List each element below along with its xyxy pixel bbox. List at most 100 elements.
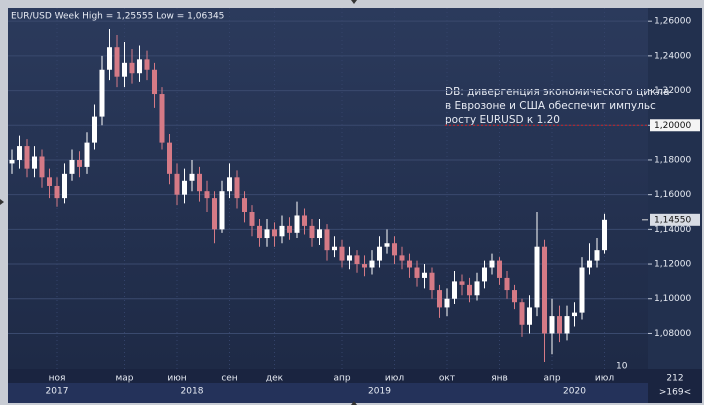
candle-body xyxy=(572,312,577,317)
candle-body xyxy=(287,225,292,233)
candle-body xyxy=(257,225,262,239)
x-tick-label: янв xyxy=(491,374,508,384)
candle-body xyxy=(159,94,165,143)
y-tick-label: 1,08000 xyxy=(654,329,691,339)
candle-body xyxy=(444,298,450,308)
candle-body xyxy=(377,246,382,261)
last-price-box xyxy=(650,213,700,226)
candle-body xyxy=(549,316,555,334)
candle-body xyxy=(369,260,375,268)
x-tick-label: июн xyxy=(167,374,186,384)
candle-body xyxy=(24,146,30,169)
x-tick-label: дек xyxy=(266,374,284,384)
candle-body xyxy=(564,316,570,334)
candle-body xyxy=(437,290,442,308)
year-label: 2018 xyxy=(181,387,204,397)
candle-body xyxy=(47,177,52,186)
candle-body xyxy=(407,260,412,268)
candle-body xyxy=(144,59,150,70)
candle-body xyxy=(137,59,142,74)
candle-body xyxy=(249,212,255,226)
candle-body xyxy=(32,156,37,169)
x-tick-label: июл xyxy=(385,374,404,384)
y-tick-label: 1,24000 xyxy=(654,51,691,61)
candle-body xyxy=(339,246,345,261)
candle-body xyxy=(17,146,22,160)
candle-body xyxy=(302,215,307,226)
y-tick-label: 1,18000 xyxy=(654,155,691,165)
reference-box xyxy=(650,119,700,132)
x-tick-label: сен xyxy=(221,374,237,384)
candle-body xyxy=(392,243,397,256)
zoom-label[interactable]: >169< xyxy=(659,388,691,398)
candle-body xyxy=(362,264,367,268)
x-tick-label: июл xyxy=(595,374,614,384)
candle-body xyxy=(602,219,607,251)
handle[interactable] xyxy=(351,0,357,4)
candle-body xyxy=(182,180,187,195)
candle-body xyxy=(152,69,157,95)
candle-body xyxy=(557,316,562,334)
annotation-line: в Еврозоне и США обеспечит импульс xyxy=(445,100,656,112)
candle-body xyxy=(384,243,390,247)
candle-body xyxy=(534,246,540,308)
candle-body xyxy=(264,229,270,239)
candle-body xyxy=(212,198,217,230)
x-tick-label: ноя xyxy=(49,374,66,384)
candle-body xyxy=(347,255,352,261)
candle-body xyxy=(474,281,480,296)
count-label: 212 xyxy=(666,374,683,384)
corner xyxy=(648,369,702,403)
candle-body xyxy=(279,225,285,237)
candle-body xyxy=(512,290,517,303)
year-strip xyxy=(8,383,648,403)
handle[interactable] xyxy=(0,199,4,205)
candle-body xyxy=(542,246,547,334)
chart-title: EUR/USD Week High = 1,25555 Low = 1,0634… xyxy=(11,12,224,22)
year-label: 2020 xyxy=(563,387,586,397)
candle-body xyxy=(452,281,457,299)
candle-body xyxy=(129,62,135,74)
candle-body xyxy=(92,116,97,143)
handle[interactable] xyxy=(351,401,357,405)
candle-body xyxy=(519,302,525,325)
y-tick-label: 1,10000 xyxy=(654,294,691,304)
candle-body xyxy=(414,267,420,278)
candle-body xyxy=(579,267,585,313)
candle-body xyxy=(497,260,502,278)
candle-body xyxy=(429,272,435,291)
candle-body xyxy=(594,250,600,261)
last-price-label: 1,14550 xyxy=(654,215,691,225)
candle-body xyxy=(219,191,225,230)
candle-body xyxy=(174,173,180,195)
candle-body xyxy=(197,173,202,192)
candle-body xyxy=(114,47,120,77)
candle-body xyxy=(62,173,67,199)
candle-body xyxy=(324,229,330,251)
candle-body xyxy=(39,156,45,178)
candle-body xyxy=(587,260,592,268)
reference-label: 1,20000 xyxy=(654,121,691,131)
x-tick-label: окт xyxy=(439,374,455,384)
candle-body xyxy=(489,260,495,268)
candle-body xyxy=(167,142,172,174)
x-tick-label: мар xyxy=(115,374,133,384)
price-axis xyxy=(648,8,702,369)
candle-body xyxy=(504,277,510,291)
candle-body xyxy=(77,159,82,167)
candle-body xyxy=(482,267,487,282)
candle-body xyxy=(54,185,60,199)
annotation: DB: дивергенция экономического цикла в Е… xyxy=(445,86,670,126)
marker-label: 10 xyxy=(616,362,628,372)
annotation-line: DB: дивергенция экономического цикла xyxy=(445,86,670,98)
candle-body xyxy=(242,198,247,213)
candle-body xyxy=(317,229,322,239)
annotation-line: росту EURUSD к 1.20 xyxy=(445,114,560,126)
candle-body xyxy=(467,284,472,296)
y-tick-label: 1,14000 xyxy=(654,225,691,235)
year-label: 2017 xyxy=(46,387,69,397)
year-label: 2019 xyxy=(368,387,391,397)
y-tick-label: 1,26000 xyxy=(654,17,691,27)
candle-body xyxy=(272,229,277,237)
